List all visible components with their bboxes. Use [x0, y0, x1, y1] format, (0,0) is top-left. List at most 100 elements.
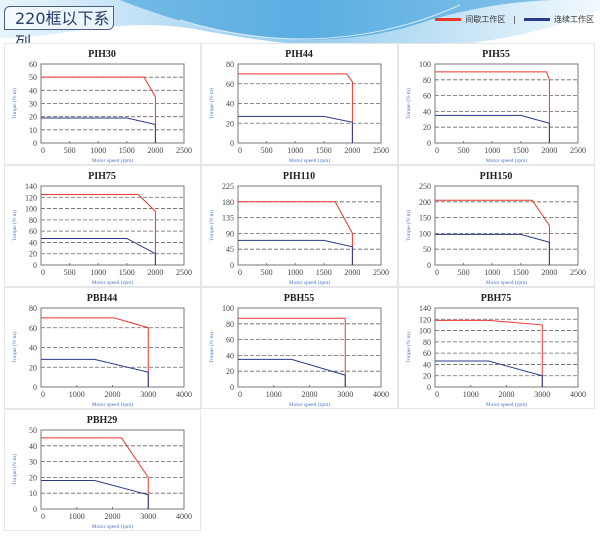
y-tick-label: 0 — [33, 383, 37, 392]
x-tick-label: 1000 — [484, 146, 500, 155]
x-tick-label: 1500 — [119, 268, 135, 277]
x-tick-label: 2000 — [147, 146, 163, 155]
x-axis-label: Motor speed (rpm) — [486, 401, 528, 408]
chart-panel-pih75: PIH75 0 20 40 60 80 100 120 140 0 500 1000 1500 2000 2… — [4, 165, 201, 287]
x-tick-label: 2000 — [541, 146, 557, 155]
intermittent-curve — [41, 317, 149, 387]
y-tick-label: 40 — [29, 442, 37, 451]
y-tick-label: 20 — [29, 473, 37, 482]
x-tick-label: 2000 — [344, 268, 360, 277]
x-axis-label: Motor speed (rpm) — [92, 279, 134, 286]
y-tick-label: 120 — [25, 193, 37, 202]
x-tick-label: 1000 — [287, 268, 303, 277]
chart-title: PIH44 — [285, 49, 313, 60]
x-tick-label: 500 — [458, 268, 470, 277]
y-tick-label: 40 — [423, 360, 431, 369]
plot-area — [237, 185, 382, 266]
chart-panel-pbh29: PBH29 0 10 20 30 40 50 0 1000 2000 3000 4000 Motor s… — [4, 409, 201, 531]
x-tick-label: 1000 — [69, 512, 85, 521]
x-tick-label: 2500 — [176, 146, 192, 155]
x-tick-label: 0 — [435, 390, 439, 399]
x-tick-label: 0 — [41, 512, 45, 521]
intermittent-curve — [41, 76, 156, 143]
plot-area — [434, 307, 579, 388]
y-tick-label: 40 — [29, 86, 37, 95]
y-tick-label: 0 — [427, 383, 431, 392]
plot-area — [40, 185, 185, 266]
x-tick-label: 0 — [238, 146, 242, 155]
y-tick-label: 45 — [226, 245, 234, 254]
y-tick-label: 40 — [29, 238, 37, 247]
x-tick-label: 2000 — [499, 390, 515, 399]
y-tick-label: 40 — [423, 107, 431, 116]
x-tick-label: 0 — [41, 268, 45, 277]
legend: 间歇工作区 | 连续工作区 — [435, 14, 594, 25]
x-tick-label: 1500 — [513, 146, 529, 155]
y-tick-label: 0 — [33, 505, 37, 514]
plot-area — [434, 63, 579, 144]
y-tick-label: 90 — [226, 229, 234, 238]
x-tick-label: 2500 — [373, 146, 389, 155]
y-tick-label: 0 — [427, 261, 431, 270]
x-tick-label: 4000 — [176, 512, 192, 521]
x-tick-label: 1500 — [513, 268, 529, 277]
y-axis-label: Torque (N·m) — [11, 332, 18, 363]
x-tick-label: 1000 — [484, 268, 500, 277]
y-tick-label: 135 — [222, 214, 234, 223]
legend-separator: | — [513, 15, 516, 24]
x-tick-label: 500 — [64, 268, 76, 277]
y-tick-label: 150 — [419, 214, 431, 223]
y-tick-label: 120 — [419, 315, 431, 324]
chart-title: PIH75 — [88, 171, 116, 182]
y-axis-label: Torque (N·m) — [11, 210, 18, 241]
continuous-curve — [435, 360, 543, 387]
x-tick-label: 1000 — [287, 146, 303, 155]
y-tick-label: 40 — [226, 100, 234, 109]
chart-svg: PBH44 0 20 40 60 80 0 1000 2000 3000 4000 Motor spe… — [11, 293, 192, 408]
plot-area — [40, 429, 185, 510]
legend-intermittent: 间歇工作区 — [465, 15, 506, 24]
y-tick-label: 30 — [29, 100, 37, 109]
y-tick-label: 50 — [29, 73, 37, 82]
y-tick-label: 60 — [226, 336, 234, 345]
y-tick-label: 80 — [423, 338, 431, 347]
chart-svg: PIH30 0 10 20 30 40 50 60 0 500 1000 1500 2000 2500 Mo… — [11, 49, 192, 164]
continuous-curve — [238, 115, 353, 143]
x-tick-label: 1000 — [266, 390, 282, 399]
chart-title: PBH75 — [481, 293, 512, 304]
y-tick-label: 60 — [226, 80, 234, 89]
y-tick-label: 100 — [419, 60, 431, 69]
intermittent-curve — [41, 193, 156, 265]
continuous-curve — [41, 237, 156, 265]
x-tick-label: 3000 — [534, 390, 550, 399]
x-tick-label: 1000 — [463, 390, 479, 399]
y-tick-label: 80 — [423, 76, 431, 85]
x-tick-label: 500 — [64, 146, 76, 155]
chart-title: PBH44 — [87, 293, 118, 304]
y-tick-label: 60 — [423, 349, 431, 358]
chart-grid: PIH30 0 10 20 30 40 50 60 0 500 1000 1500 2000 2500 Mo… — [4, 43, 597, 531]
x-tick-label: 500 — [261, 146, 273, 155]
y-tick-label: 40 — [29, 344, 37, 353]
continuous-curve — [238, 358, 346, 387]
y-tick-label: 20 — [29, 363, 37, 372]
y-axis-label: Torque (N·m) — [208, 210, 215, 241]
y-tick-label: 100 — [222, 304, 234, 313]
x-tick-label: 2000 — [147, 268, 163, 277]
x-tick-label: 0 — [435, 268, 439, 277]
intermittent-curve — [435, 199, 550, 265]
page-title: 220框以下系列 — [4, 6, 114, 52]
continuous-curve — [41, 480, 149, 509]
chart-title: PIH110 — [283, 171, 315, 182]
y-tick-label: 20 — [29, 113, 37, 122]
chart-panel-pih150: PIH150 0 50 100 150 200 250 0 500 1000 1500 2000 250… — [398, 165, 595, 287]
y-tick-label: 20 — [29, 250, 37, 259]
legend-continuous: 连续工作区 — [554, 15, 594, 24]
continuous-curve — [41, 358, 149, 387]
y-tick-label: 40 — [226, 351, 234, 360]
y-tick-label: 100 — [419, 229, 431, 238]
y-tick-label: 140 — [25, 182, 37, 191]
chart-panel-pih55: PIH55 0 20 40 60 80 100 0 500 1000 1500 2000 2500 Mot… — [398, 43, 595, 165]
x-axis-label: Motor speed (rpm) — [92, 401, 134, 408]
